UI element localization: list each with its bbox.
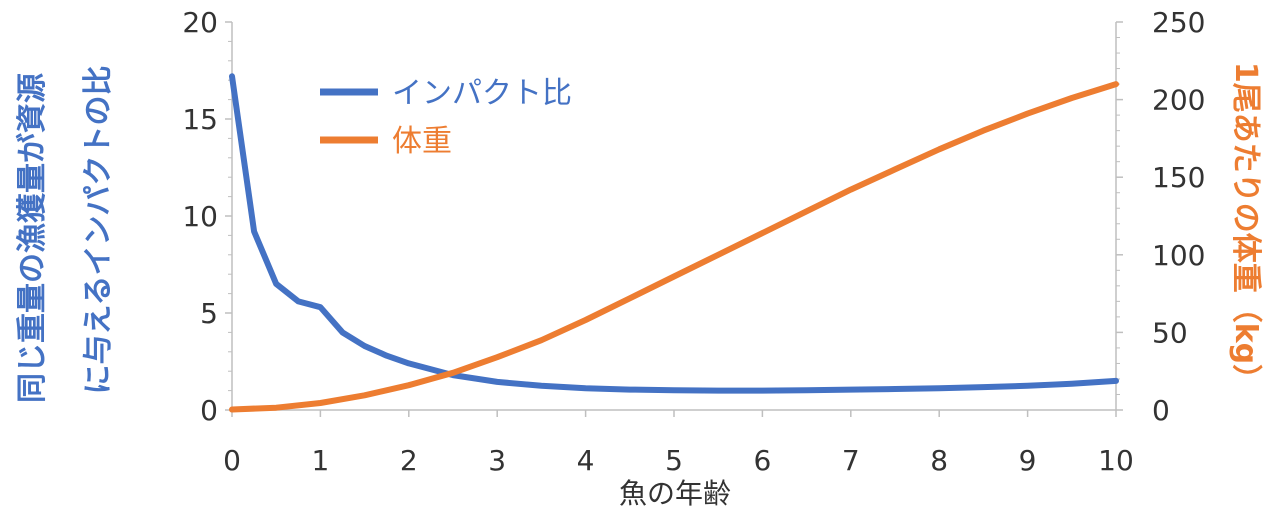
y-right-tick-label: 0 — [1152, 394, 1170, 427]
y-left-tick-label: 10 — [182, 200, 218, 233]
x-tick-label: 1 — [311, 444, 329, 477]
x-tick-label: 3 — [488, 444, 506, 477]
x-tick-label: 7 — [842, 444, 860, 477]
y-left-title-line2: に与えるインパクトの比 — [81, 65, 116, 394]
y-right-title: 1尾あたりの体重（kg） — [1228, 62, 1263, 394]
legend-label-weight: 体重 — [392, 124, 452, 159]
series-layer — [229, 73, 1119, 413]
y-right-tick-label: 250 — [1152, 6, 1205, 39]
axis-layer — [225, 21, 1123, 417]
legend: インパクト比 体重 — [320, 76, 572, 159]
y-right-tick-label: 200 — [1152, 84, 1205, 117]
x-axis-title: 魚の年齢 — [619, 477, 731, 510]
x-tick-label: 0 — [223, 444, 241, 477]
x-tick-label: 10 — [1098, 444, 1134, 477]
x-tick-label: 6 — [753, 444, 771, 477]
y-left-tick-label: 15 — [182, 103, 218, 136]
y-left-tick-label: 20 — [182, 6, 218, 39]
x-tick-label: 8 — [930, 444, 948, 477]
x-tick-label: 9 — [1019, 444, 1037, 477]
y-left-tick-label: 0 — [200, 394, 218, 427]
y-left-title-line1: 同じ重量の漁獲量が資源 — [15, 73, 50, 403]
x-tick-label: 4 — [577, 444, 595, 477]
x-tick-label: 5 — [665, 444, 683, 477]
y-right-tick-label: 100 — [1152, 239, 1205, 272]
x-tick-label: 2 — [400, 444, 418, 477]
y-right-tick-label: 150 — [1152, 161, 1205, 194]
legend-label-impact: インパクト比 — [392, 76, 572, 111]
body-weight-line — [229, 81, 1119, 413]
impact-ratio-line — [229, 73, 1119, 394]
y-right-tick-label: 50 — [1152, 316, 1188, 349]
y-left-tick-label: 5 — [200, 297, 218, 330]
